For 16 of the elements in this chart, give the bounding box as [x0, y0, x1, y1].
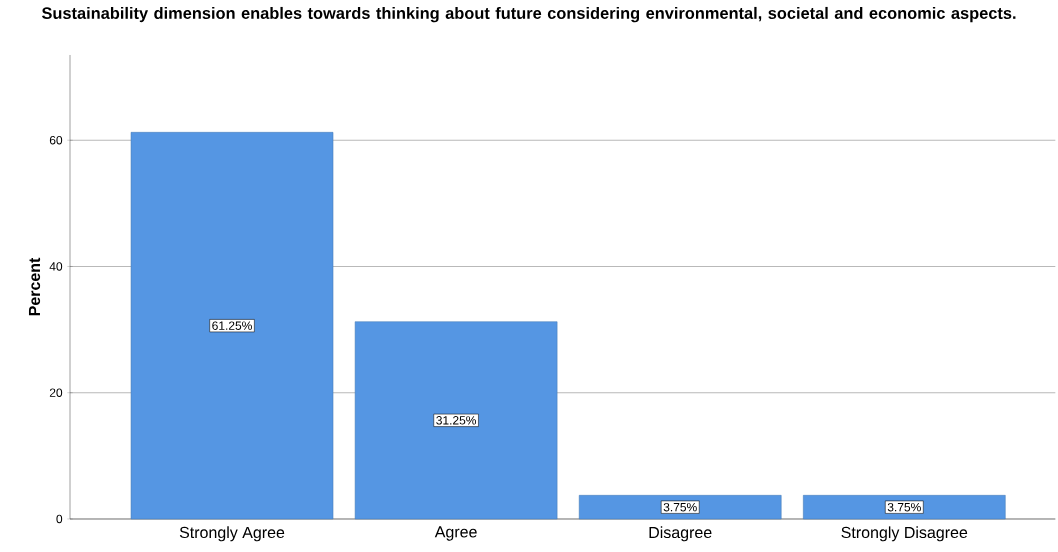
data-label: 61.25% — [212, 321, 252, 330]
chart-title: Sustainability dimension enables towards thinking about future considering environmental, societal and economic aspects. — [41, 6, 1016, 23]
y-tick-label: 60 — [49, 135, 63, 145]
y-axis-title: Percent — [28, 257, 41, 316]
y-tick-label: 0 — [56, 514, 63, 524]
data-label: 3.75% — [887, 502, 921, 512]
x-tick-label: Agree — [434, 526, 477, 541]
data-label: 31.25% — [436, 416, 477, 425]
bar — [354, 321, 558, 520]
x-tick-label: Strongly Agree — [179, 526, 285, 542]
x-tick-label: Strongly Disagree — [841, 526, 968, 542]
bar — [130, 132, 334, 520]
data-label: 3.75% — [663, 502, 697, 512]
y-tick-label: 40 — [49, 262, 63, 271]
y-tick-label: 20 — [49, 388, 63, 397]
x-tick-label: Disagree — [649, 526, 712, 542]
